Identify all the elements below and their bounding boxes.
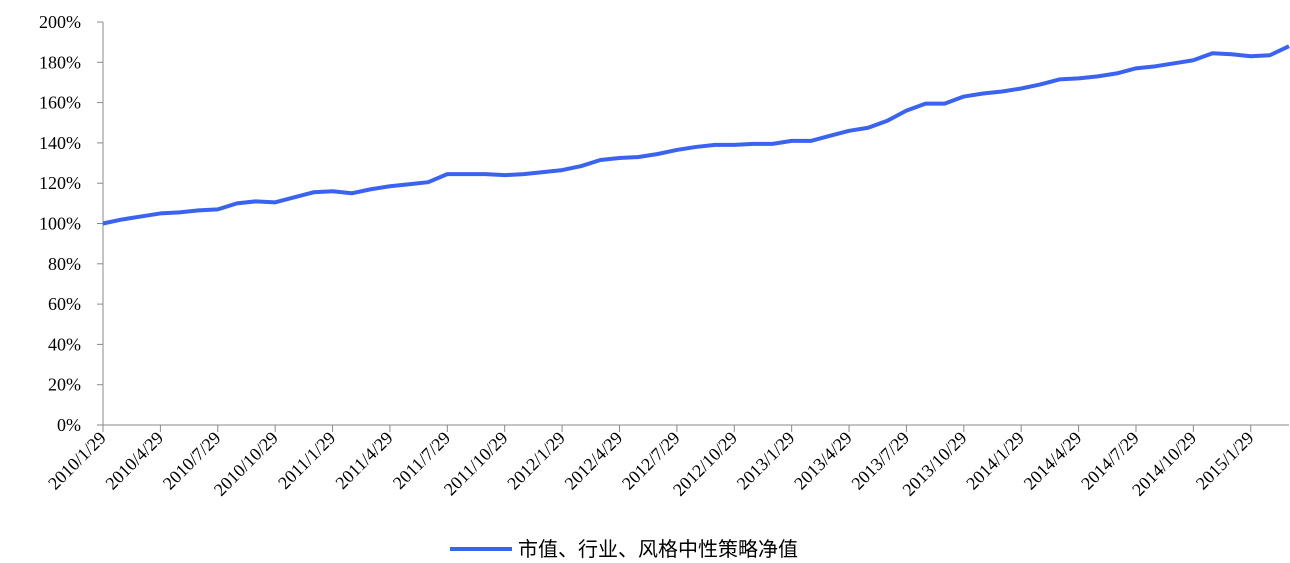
y-tick-label: 140% (39, 133, 81, 153)
x-tick-label: 2015/1/29 (1192, 428, 1258, 494)
x-tick-label: 2013/1/29 (733, 428, 799, 494)
x-tick-label: 2013/4/29 (790, 428, 856, 494)
x-tick-label: 2014/4/29 (1020, 428, 1086, 494)
y-tick-label: 40% (48, 334, 81, 354)
x-tick-label: 2011/1/29 (274, 428, 339, 493)
legend-label: 市值、行业、风格中性策略净值 (518, 537, 798, 561)
y-tick-label: 160% (39, 93, 81, 113)
y-tick-label: 200% (39, 12, 81, 32)
x-tick-label: 2011/4/29 (331, 428, 396, 493)
x-tick-label: 2010/4/29 (101, 428, 167, 494)
y-tick-label: 0% (57, 415, 81, 435)
y-tick-label: 120% (39, 173, 81, 193)
x-tick-label: 2012/4/29 (561, 428, 627, 494)
y-tick-label: 100% (39, 214, 81, 234)
line (102, 44, 1290, 226)
y-tick-label: 80% (48, 254, 81, 274)
y-tick-label: 180% (39, 52, 81, 72)
x-tick-label: 2012/1/29 (503, 428, 569, 494)
x-tick-label: 2010/1/29 (44, 428, 110, 494)
y-tick-label: 20% (48, 375, 81, 395)
y-tick-label: 60% (48, 294, 81, 314)
x-tick-label: 2014/1/29 (962, 428, 1028, 494)
